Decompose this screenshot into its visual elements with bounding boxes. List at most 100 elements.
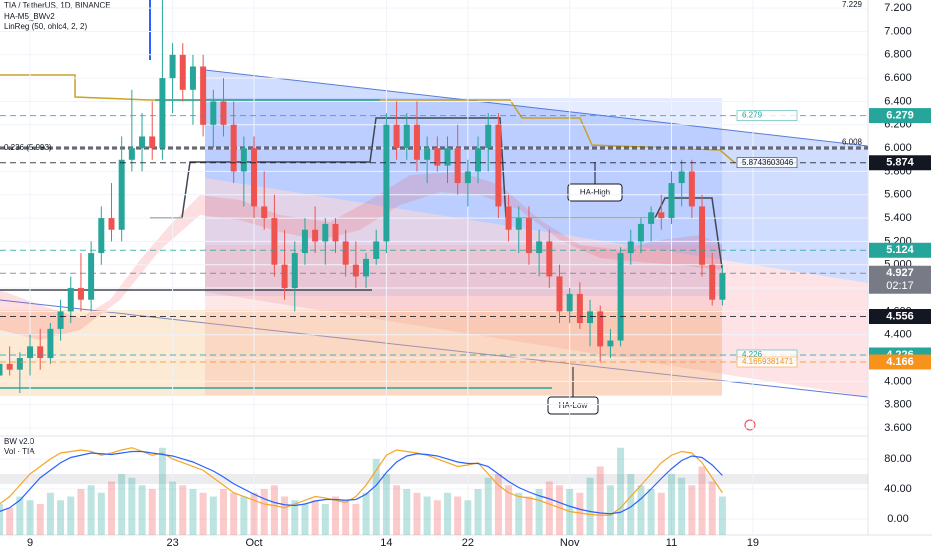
y-tick-label: 6.400 [884,95,912,107]
inline-box [736,356,798,368]
y-tick-label: 4.000 [884,375,912,387]
level-box [869,309,931,325]
candle-body [342,241,349,265]
candle-body [546,241,553,277]
candle-body [352,264,359,277]
volume-bar [525,496,533,535]
volume-bar [138,485,146,535]
volume-bar [148,489,156,535]
volume-bar [250,492,258,535]
candle-body [312,229,319,242]
candle-body [556,276,563,312]
candle-body [709,264,716,300]
candle-body [383,124,390,242]
volume-bar [67,496,75,535]
volume-bar [484,477,492,535]
volume-bar [393,485,401,535]
candle-body [658,212,665,219]
candle-body [688,171,695,207]
volume-bar [158,447,166,535]
volume-bar [128,477,136,535]
chart-title: TIA / TetherUS, 1D, BINANCE [4,1,111,10]
annotation-box [567,183,623,202]
volume-bar [189,489,197,535]
candle-body [200,66,207,125]
level-label: 7.229 [842,0,863,9]
y-tick-label: 7.200 [884,2,912,14]
volume-bar [331,496,339,535]
volume-bar [667,473,675,535]
candle-body [597,311,604,347]
volume-bar [627,473,635,535]
volume-bar [708,481,716,535]
candle-body [108,218,115,230]
y-tick-label: 4.400 [884,329,912,341]
volume-bar [352,504,360,535]
y-tick-label: 6.600 [884,72,912,84]
level-box [869,354,931,370]
candle-body [699,206,706,265]
level-box-label: 6.279 [886,109,914,121]
candle-body [118,159,125,230]
ma-cloud [0,172,722,340]
level-box-label: 4.927 [886,267,914,279]
icon [744,419,756,431]
candle-body [505,206,512,230]
volume-bar [494,473,502,535]
candle-body [332,223,339,242]
candle-body [301,229,308,254]
volume-bar [118,473,126,535]
candle-body [281,264,288,289]
volume-bar [637,485,645,535]
x-tick-label: 9 [27,537,33,549]
volume-bar [535,489,543,535]
candle-body [617,253,624,341]
candle-body [566,293,573,312]
candle-body [434,148,441,166]
y-tick-label: 6.000 [884,142,912,154]
volume-bar [606,485,614,535]
candle-body [587,311,594,324]
volume-bar [46,492,54,535]
volume-bar [688,485,696,535]
y-tick-label: 5.400 [884,212,912,224]
volume-bar [169,481,177,535]
y-tick-label: 40.00 [884,483,912,495]
inline-box [736,157,798,169]
volume-bar [87,485,95,535]
volume-bar [219,489,227,535]
volume-bar [199,492,207,535]
candle-body [230,124,237,172]
y-tick-label: 0.00 [887,513,908,525]
inline-box [736,110,798,121]
volume-bar [107,481,115,535]
annotation: HA-Low [559,401,588,410]
candle-body [373,241,380,259]
candle-body [149,136,156,149]
ha-high-line [150,117,723,269]
volume-bar [281,496,289,535]
candle-body [57,311,64,329]
volume-bar [403,489,411,535]
h-line-label: 6.008 [842,137,863,146]
volume-bar [270,485,278,535]
volume-bar [596,466,604,535]
volume-bar [291,500,299,535]
annotation: HA-High [580,188,610,197]
candle-body [515,218,522,230]
volume-bar [647,489,655,535]
candle-body [37,346,44,359]
level-box [869,155,931,171]
candle-body [88,253,95,300]
volume-bar [179,485,187,535]
volume-bar [474,489,482,535]
volume-bar [362,492,370,535]
y-tick-label: 3.600 [884,422,912,434]
candle-body [220,101,227,125]
volume-bar [240,496,248,535]
channel-line [204,69,869,147]
candle-body [648,212,655,224]
